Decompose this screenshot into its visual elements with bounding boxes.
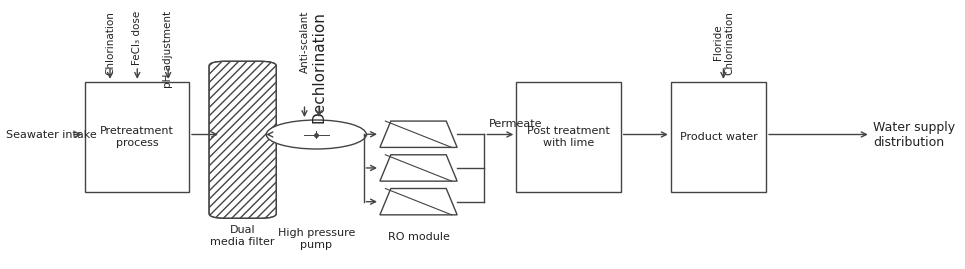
Text: High pressure
pump: High pressure pump [278,228,355,250]
Polygon shape [380,189,457,215]
Text: Floride
Chlorination: Floride Chlorination [712,11,734,75]
Bar [516,82,620,192]
Text: Post treatment
with lime: Post treatment with lime [527,126,610,148]
Circle shape [266,120,367,149]
Text: Dechlorination: Dechlorination [312,11,326,123]
Text: Product water: Product water [679,132,758,142]
Text: Dual
media filter: Dual media filter [210,225,275,247]
Text: Chlorination: Chlorination [105,11,115,75]
Text: RO module: RO module [388,232,450,242]
Bar [85,82,189,192]
Bar [671,82,766,192]
Polygon shape [380,121,457,147]
FancyBboxPatch shape [209,61,276,218]
Polygon shape [380,155,457,181]
Text: Water supply
distribution: Water supply distribution [873,121,955,148]
Text: Seawater intake: Seawater intake [6,129,96,140]
Text: Permeate: Permeate [489,119,542,129]
Text: pH adjustment: pH adjustment [163,11,173,88]
Text: Pretreatment
process: Pretreatment process [100,126,174,148]
Text: FeCl₃ dose: FeCl₃ dose [132,11,142,65]
Text: Anti-scalant: Anti-scalant [299,11,310,73]
